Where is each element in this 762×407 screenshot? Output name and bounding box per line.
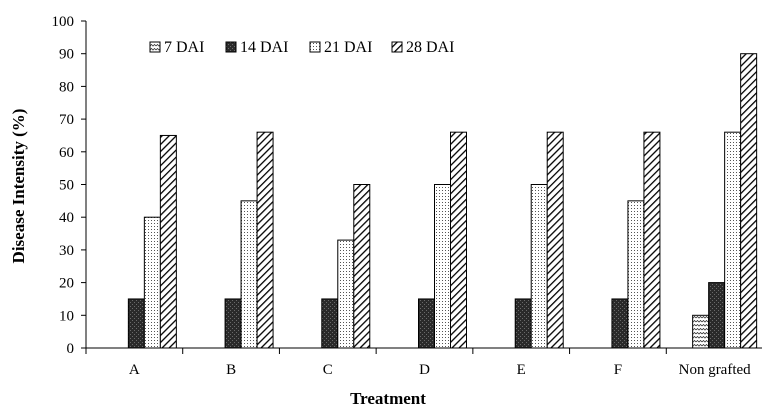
bar-14-dai-c	[321, 298, 339, 349]
bar-14-dai-e	[514, 298, 532, 349]
legend: 7 DAI 14 DAI 21 DAI 28 DAI	[149, 39, 454, 56]
y-tick-label: 0	[67, 341, 75, 357]
x-tick-label: B	[226, 362, 236, 378]
legend-swatch-7-dai	[149, 41, 161, 53]
legend-swatch-14-dai	[225, 41, 237, 53]
y-tick-label: 70	[59, 112, 74, 128]
bar-28-dai-e	[546, 131, 564, 349]
y-tick-label: 60	[59, 145, 74, 161]
y-axis-title: Disease Intensity (%)	[9, 109, 28, 264]
bar-21-dai-b	[240, 200, 258, 349]
bar-7-dai-non-grafted	[692, 314, 710, 349]
x-tick-label: C	[323, 362, 333, 378]
legend-label-7-dai: 7 DAI	[164, 39, 204, 56]
x-tick-label: A	[129, 362, 140, 378]
y-tick-label: 40	[59, 210, 74, 226]
bar-14-dai-b	[224, 298, 242, 349]
y-tick-label: 50	[59, 178, 74, 194]
bar-28-dai-a	[159, 134, 177, 349]
bar-21-dai-non-grafted	[724, 131, 742, 349]
legend-label-21-dai: 21 DAI	[324, 39, 372, 56]
axes: 0 10 20 30 40 50 60 70 80 90 100 A B C D E F Non grafted	[52, 14, 762, 378]
legend-swatch-21-dai	[309, 41, 321, 53]
bar-14-dai-a	[127, 298, 145, 349]
legend-swatch-28-dai	[391, 41, 403, 53]
x-axis-title: Treatment	[350, 389, 426, 407]
legend-label-28-dai: 28 DAI	[406, 39, 454, 56]
x-tick-label: E	[517, 362, 526, 378]
x-tick-label: F	[614, 362, 622, 378]
y-tick-label: 10	[59, 308, 74, 324]
bar-28-dai-b	[256, 131, 274, 349]
bar-14-dai-non-grafted	[708, 282, 726, 349]
plot-area	[127, 53, 758, 349]
bar-14-dai-f	[611, 298, 629, 349]
bar-28-dai-non-grafted	[740, 53, 758, 349]
y-tick-label: 90	[59, 47, 74, 63]
y-tick-label: 20	[59, 276, 74, 292]
bar-21-dai-a	[143, 216, 161, 349]
bar-28-dai-d	[450, 131, 467, 349]
bar-21-dai-c	[337, 239, 355, 349]
bar-28-dai-c	[353, 184, 371, 349]
bar-21-dai-f	[627, 200, 645, 349]
bar-28-dai-f	[643, 131, 661, 349]
y-tick-label: 80	[59, 79, 74, 95]
bar-14-dai-d	[418, 298, 435, 349]
x-tick-label: Non grafted	[679, 362, 752, 378]
y-tick-label: 30	[59, 243, 74, 259]
legend-label-14-dai: 14 DAI	[240, 39, 288, 56]
x-tick-label: D	[419, 362, 430, 378]
bar-21-dai-e	[530, 184, 548, 349]
bar-21-dai-d	[434, 184, 451, 349]
y-tick-label: 100	[52, 14, 75, 30]
